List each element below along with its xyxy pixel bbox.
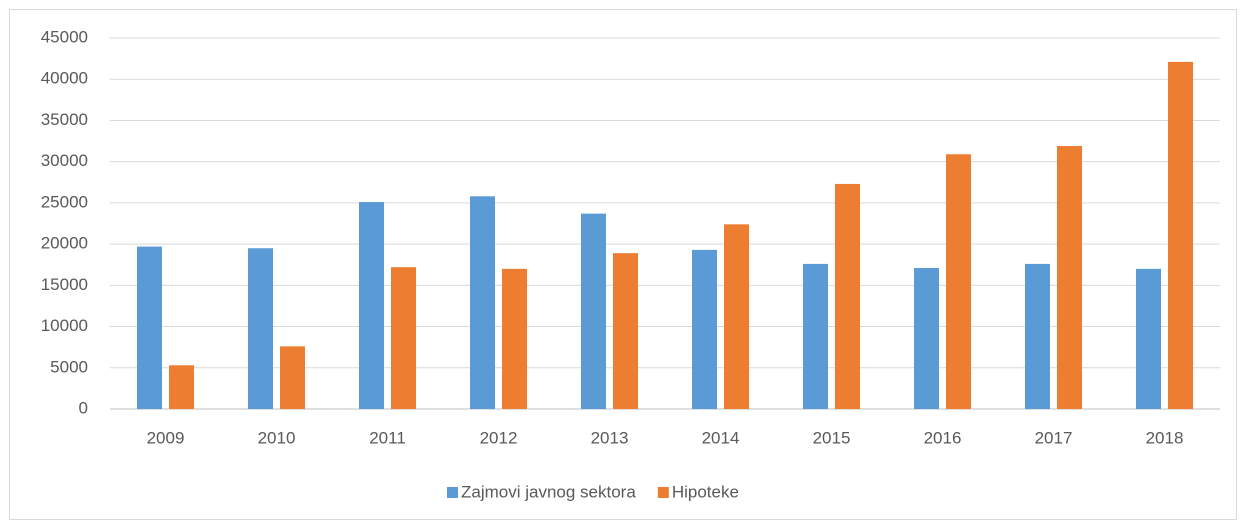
y-tick-label: 10000: [41, 316, 88, 335]
x-tick-label: 2017: [1035, 428, 1073, 447]
y-tick-label: 0: [79, 398, 88, 417]
bar: [137, 246, 162, 409]
y-tick-label: 20000: [41, 234, 88, 253]
bar: [1025, 263, 1050, 409]
x-tick-label: 2016: [924, 428, 962, 447]
y-tick-label: 25000: [41, 192, 88, 211]
bar: [803, 263, 828, 409]
x-tick-label: 2018: [1146, 428, 1184, 447]
y-tick-label: 30000: [41, 151, 88, 170]
bar: [692, 249, 717, 409]
legend-swatch: [657, 487, 669, 498]
x-tick-label: 2009: [147, 428, 185, 447]
bar: [835, 183, 860, 409]
bar: [248, 248, 273, 409]
bar: [470, 196, 495, 409]
bar: [724, 224, 749, 409]
bar: [613, 253, 638, 409]
legend-swatch: [447, 487, 458, 498]
x-tick-label: 2010: [258, 428, 296, 447]
bar: [914, 268, 939, 409]
bar: [581, 213, 606, 409]
bar: [391, 267, 416, 409]
bar: [359, 202, 384, 409]
bar: [1136, 268, 1161, 409]
y-tick-label: 15000: [41, 275, 88, 294]
x-tick-label: 2011: [369, 428, 406, 447]
y-tick-label: 35000: [41, 110, 88, 129]
legend-label: Hipoteke: [672, 482, 739, 501]
x-tick-label: 2015: [813, 428, 851, 447]
bar: [1168, 61, 1193, 410]
legend-label: Zajmovi javnog sektora: [461, 482, 636, 501]
bar: [280, 346, 305, 409]
bar: [1057, 146, 1082, 409]
bar: [169, 365, 194, 409]
y-tick-label: 5000: [50, 357, 88, 376]
x-tick-label: 2012: [480, 428, 518, 447]
y-tick-label: 40000: [41, 69, 88, 88]
bar: [502, 268, 527, 409]
bar: [946, 154, 971, 409]
x-tick-label: 2013: [591, 428, 629, 447]
y-tick-label: 45000: [41, 27, 88, 46]
x-tick-label: 2014: [702, 428, 740, 447]
